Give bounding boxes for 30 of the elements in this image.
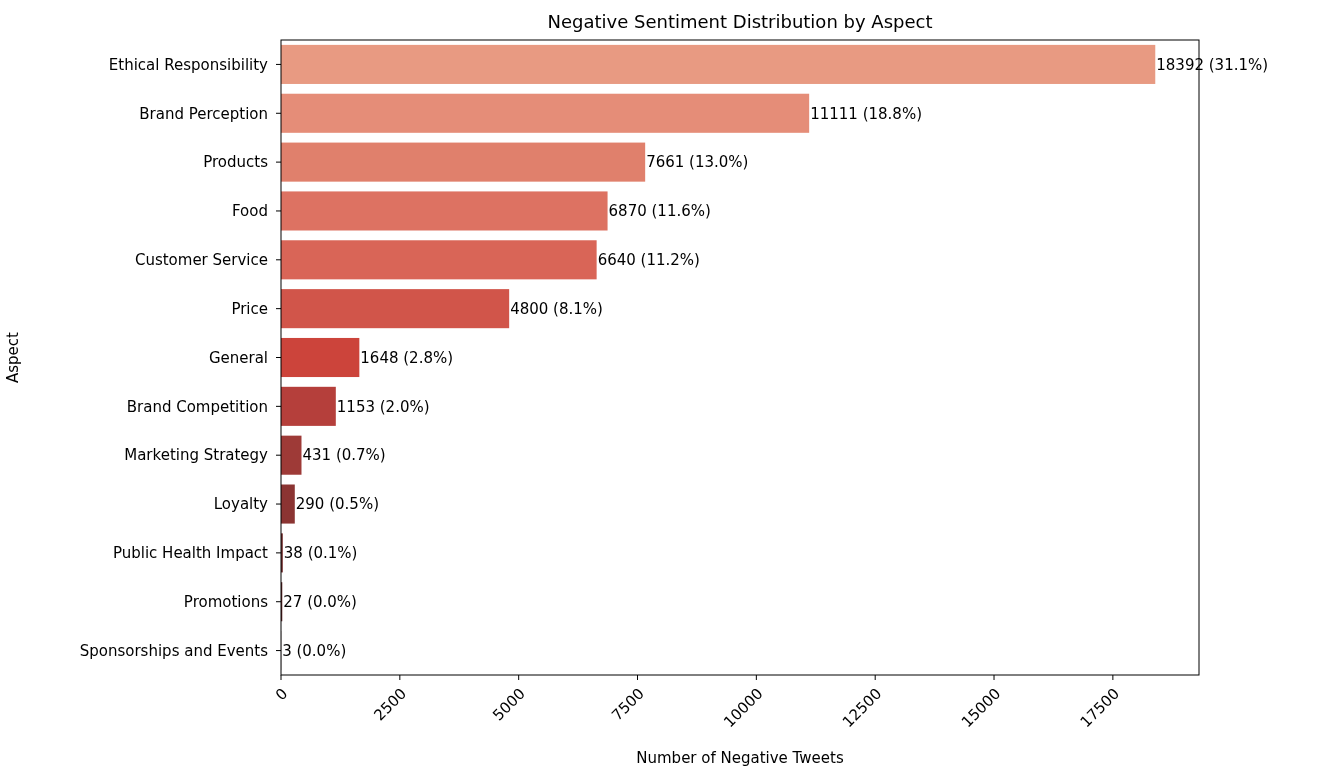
y-tick-label: Food: [232, 202, 268, 221]
data-label: 3 (0.0%): [282, 641, 347, 660]
data-label: 6870 (11.6%): [608, 202, 711, 221]
y-tick-label: Price: [231, 299, 268, 318]
data-label: 1153 (2.0%): [336, 397, 430, 416]
y-tick-label: Sponsorships and Events: [79, 641, 269, 660]
data-label: 431 (0.7%): [302, 446, 386, 465]
y-tick-label: Brand Perception: [139, 104, 268, 123]
data-label: 18392 (31.1%): [1156, 55, 1269, 74]
x-tick-label: 0: [271, 684, 292, 704]
y-tick-label: Products: [203, 153, 269, 172]
data-label: 27 (0.0%): [283, 592, 357, 611]
y-tick-label: Ethical Responsibility: [108, 55, 269, 74]
y-tick-label: Promotions: [183, 592, 269, 611]
y-tick-label: Customer Service: [134, 251, 268, 270]
y-tick-label: Marketing Strategy: [124, 446, 269, 465]
y-tick-label: General: [208, 348, 268, 367]
data-label: 38 (0.1%): [283, 544, 358, 563]
chart-title: Negative Sentiment Distribution by Aspect: [547, 11, 933, 32]
data-label: 290 (0.5%): [295, 495, 379, 514]
data-label: 6640 (11.2%): [597, 251, 700, 270]
data-label: 7661 (13.0%): [646, 153, 749, 172]
y-tick-label: Brand Competition: [126, 397, 268, 416]
y-axis-title: Aspect: [4, 331, 22, 383]
data-label: 1648 (2.8%): [360, 348, 454, 367]
y-tick-label: Public Health Impact: [112, 544, 269, 563]
x-axis-title: Number of Negative Tweets: [636, 749, 844, 767]
data-label: 11111 (18.8%): [810, 104, 923, 123]
y-tick-label: Loyalty: [213, 495, 269, 514]
data-label: 4800 (8.1%): [510, 299, 603, 318]
